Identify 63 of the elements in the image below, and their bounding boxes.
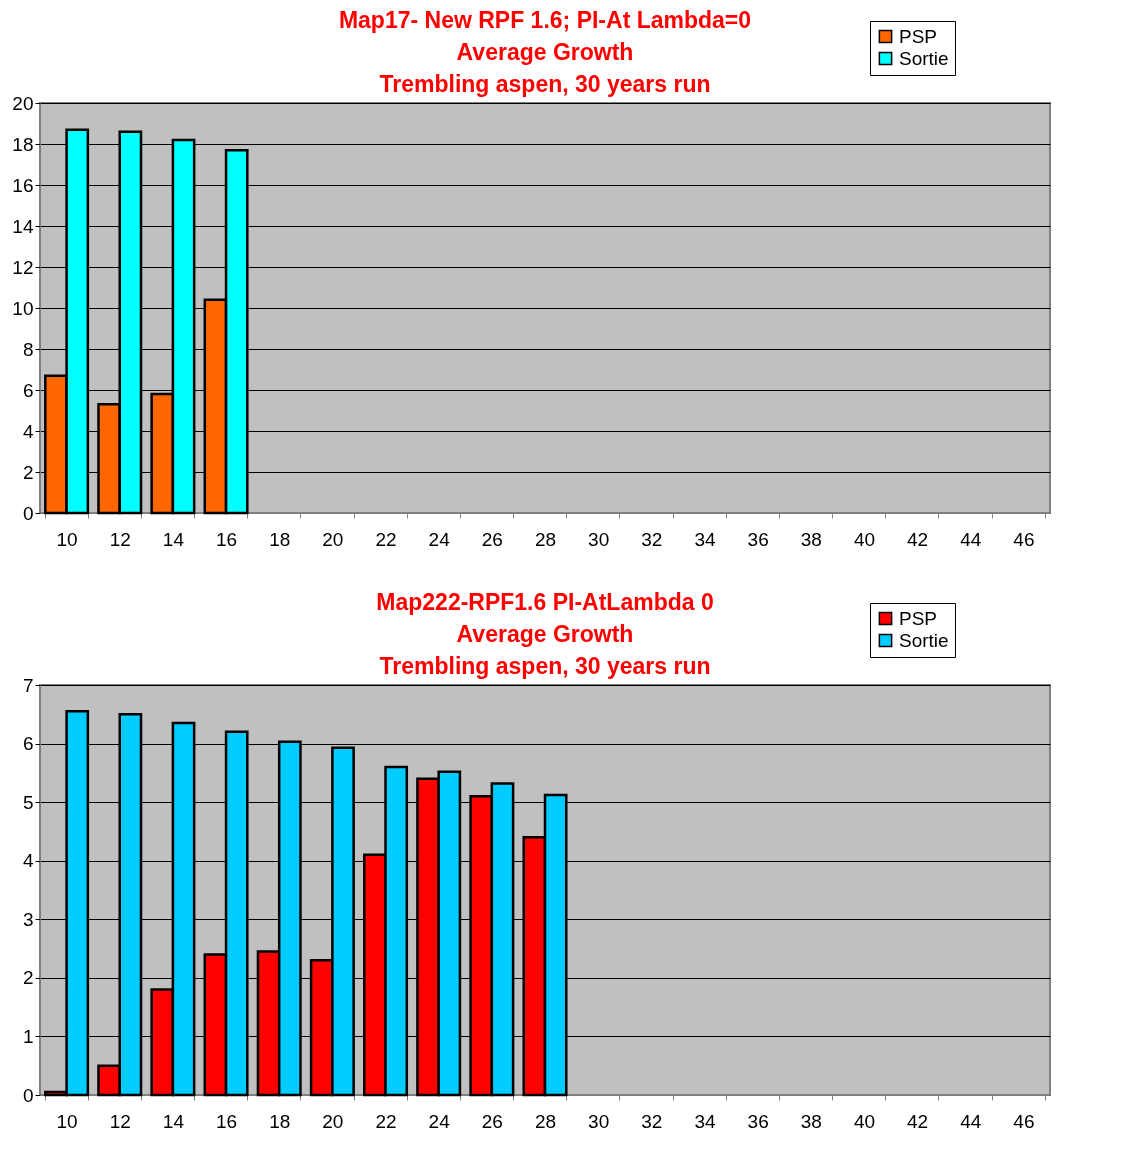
x-tick-label: 12 [109, 1110, 131, 1132]
legend-label: Sortie [899, 47, 949, 69]
x-tick-label: 38 [800, 1110, 822, 1132]
y-tick-label: 20 [12, 92, 34, 114]
x-tick-label: 42 [907, 1110, 929, 1132]
x-tick-label: 42 [907, 528, 929, 550]
y-tick-label: 12 [12, 256, 34, 278]
y-tick-label: 4 [22, 850, 34, 872]
y-tick-label: 8 [22, 338, 34, 360]
x-tick-label: 44 [960, 1110, 982, 1132]
x-tick-label: 32 [641, 1110, 663, 1132]
x-tick-label: 20 [322, 1110, 344, 1132]
y-tick-label: 10 [12, 297, 34, 319]
x-tick-label: 12 [109, 528, 131, 550]
y-tick-label: 14 [12, 215, 34, 237]
x-tick-label: 28 [534, 528, 557, 550]
x-tick-label: 40 [853, 1110, 876, 1132]
y-tick-label: 0 [22, 502, 34, 524]
x-tick-label: 14 [162, 528, 185, 550]
y-tick-label: 3 [22, 908, 34, 930]
x-tick-label: 18 [269, 1110, 291, 1132]
x-tick-label: 38 [800, 528, 822, 550]
legend-label: Sortie [899, 629, 949, 651]
x-tick-label: 20 [322, 528, 344, 550]
x-tick-label: 30 [588, 1110, 610, 1132]
y-tick-label: 4 [22, 420, 34, 442]
x-tick-label: 26 [481, 1110, 503, 1132]
x-tick-label: 18 [269, 528, 291, 550]
x-tick-label: 24 [428, 1110, 451, 1132]
x-tick-label: 14 [162, 1110, 185, 1132]
x-tick-label: 16 [215, 528, 238, 550]
legend-label: PSP [899, 25, 938, 47]
x-tick-label: 28 [534, 1110, 557, 1132]
x-tick-label: 40 [853, 528, 876, 550]
x-tick-label: 36 [747, 1110, 769, 1132]
y-tick-label: 0 [22, 1084, 34, 1106]
legend-label: PSP [899, 607, 938, 629]
y-tick-label: 1 [22, 1025, 34, 1047]
y-tick-label: 7 [22, 674, 34, 696]
x-tick-label: 46 [1013, 1110, 1035, 1132]
y-tick-label: 5 [22, 791, 34, 813]
x-tick-label: 30 [588, 528, 610, 550]
x-tick-label: 34 [694, 1110, 716, 1132]
x-tick-label: 10 [56, 1110, 78, 1132]
y-tick-label: 6 [22, 733, 34, 755]
chart-title: Map17- New RPF 1.6; PI-At Lambda=0 Average Growth Trembling aspen, 30 years run [338, 6, 752, 97]
chart-title: Map222-RPF1.6 PI-AtLambda 0 Average Growth Trembling aspen, 30 years run [376, 588, 714, 679]
x-tick-label: 46 [1013, 528, 1035, 550]
x-tick-label: 10 [56, 528, 78, 550]
x-tick-label: 22 [375, 528, 397, 550]
y-tick-label: 16 [12, 174, 34, 196]
x-tick-label: 24 [428, 528, 451, 550]
x-tick-label: 44 [960, 528, 982, 550]
x-tick-label: 26 [481, 528, 503, 550]
x-tick-label: 22 [375, 1110, 397, 1132]
x-tick-label: 16 [215, 1110, 238, 1132]
y-tick-label: 6 [22, 379, 34, 401]
y-tick-label: 18 [12, 133, 34, 155]
x-tick-label: 32 [641, 528, 663, 550]
x-tick-label: 34 [694, 528, 716, 550]
x-tick-label: 36 [747, 528, 769, 550]
y-tick-label: 2 [22, 461, 34, 483]
y-tick-label: 2 [22, 967, 34, 989]
